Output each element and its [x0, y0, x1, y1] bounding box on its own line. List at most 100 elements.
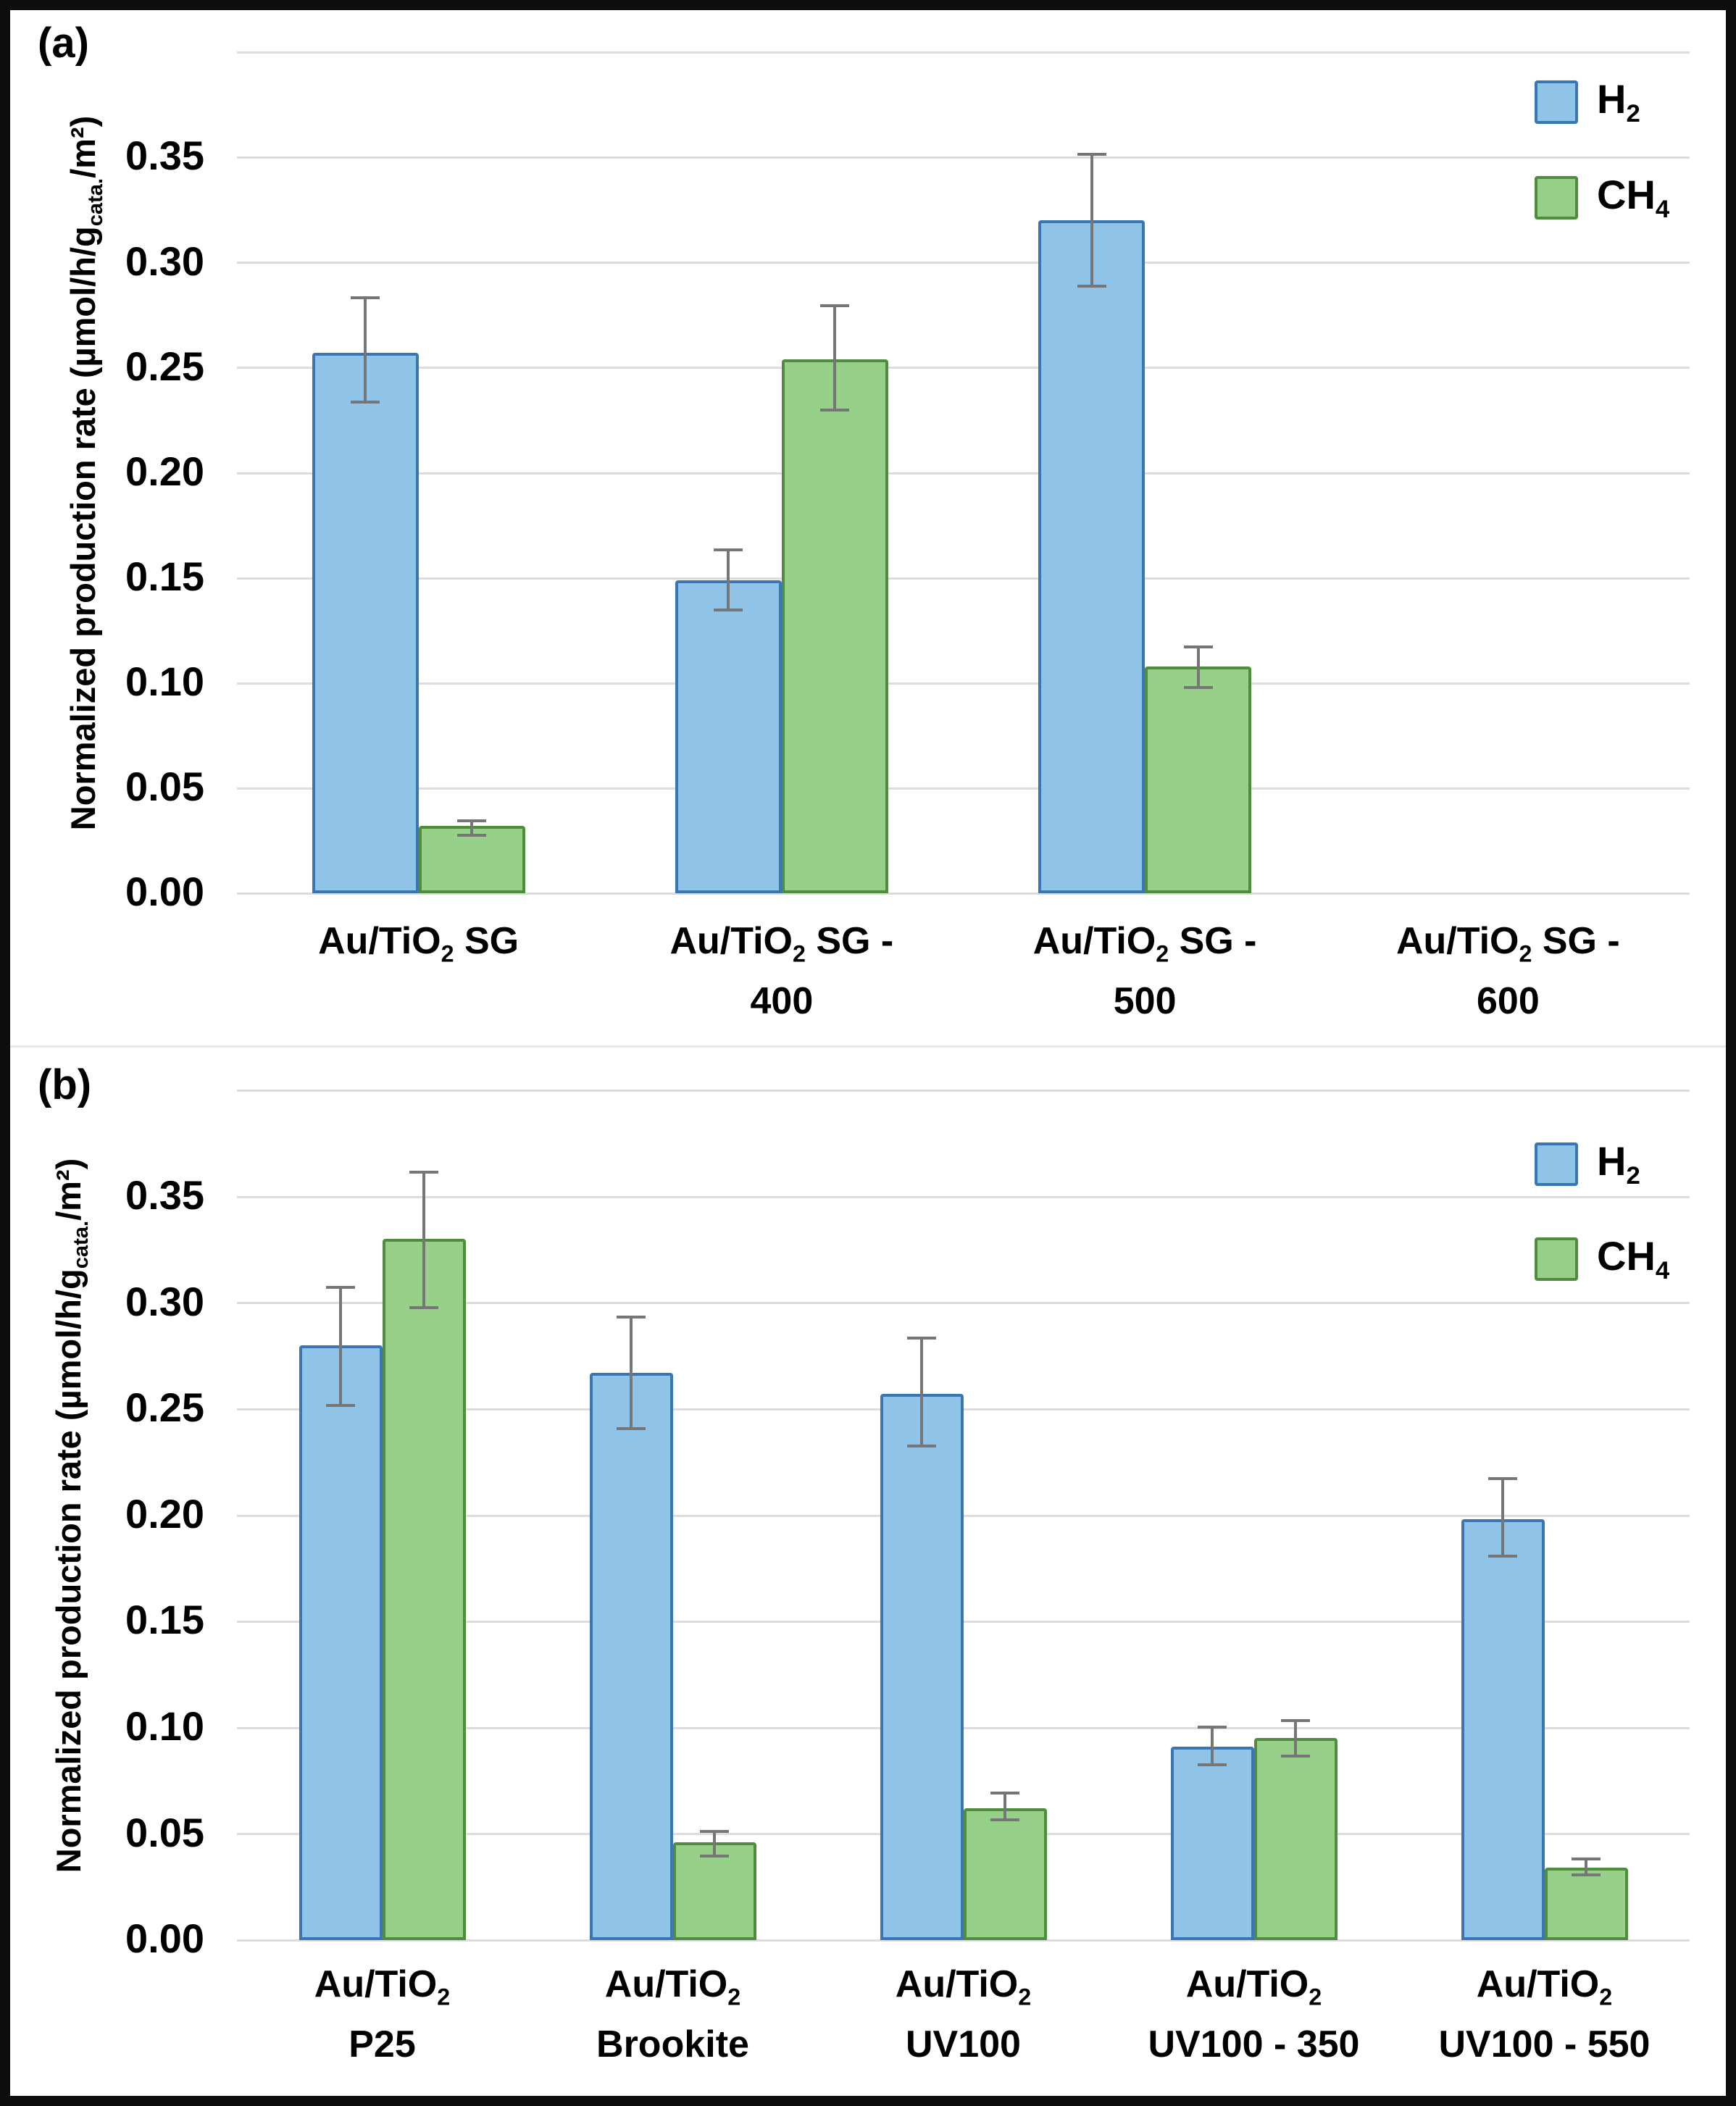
y-tick-label: 0.00	[125, 1915, 204, 1962]
error-bar-cap	[990, 1818, 1019, 1821]
text-segment: Au/TiO	[1032, 920, 1156, 962]
error-bar-cap	[1183, 686, 1213, 690]
error-bar-cap	[700, 1829, 729, 1833]
error-bar-cap	[820, 304, 850, 308]
text-segment: SG -	[1532, 920, 1620, 962]
error-bar-cap	[326, 1403, 355, 1407]
legend-swatch-h2	[1535, 1142, 1578, 1186]
text-segment: UV100	[905, 2023, 1021, 2066]
bar-h2-3	[1038, 220, 1145, 893]
text-segment: 500	[1113, 980, 1177, 1023]
text-segment: /m²)	[49, 1158, 88, 1221]
x-category-label: Au/TiO2 UV100 - 350	[1007, 1960, 1501, 2068]
x-category-label: Au/TiO2 SG -600	[1199, 917, 1736, 1025]
legend-swatch-ch4	[1535, 1237, 1578, 1281]
gridline	[237, 1090, 1690, 1092]
error-bar-cap	[617, 1315, 646, 1319]
text-segment: Au/TiO	[314, 1963, 438, 2005]
x-category-label: Au/TiO2 Brookite	[426, 1960, 920, 2068]
text-segment: Au/TiO	[1476, 1963, 1600, 2005]
text-segment: Au/TiO	[669, 920, 793, 962]
y-tick-label: 0.05	[125, 1809, 204, 1855]
x-category-label-line: P25	[135, 2021, 630, 2068]
error-bar	[1585, 1857, 1587, 1877]
gridline	[237, 577, 1690, 580]
x-category-label-line: Au/TiO2	[135, 1960, 630, 2021]
x-category-label: Au/TiO2 UV100	[717, 1960, 1211, 2068]
error-bar	[630, 1315, 633, 1431]
bar-ch4-1	[418, 826, 525, 893]
gridline	[237, 682, 1690, 685]
subscript-text: 2	[727, 1984, 741, 2010]
subscript-text: 4	[1655, 1257, 1670, 1285]
legend-item-h2: H2	[1535, 1137, 1640, 1190]
error-bar	[470, 819, 474, 837]
error-bar-cap	[700, 1854, 729, 1858]
error-bar	[1003, 1791, 1006, 1821]
error-bar-cap	[907, 1337, 936, 1340]
x-category-label-line: Au/TiO2 SG -	[1199, 917, 1736, 977]
gridline	[237, 51, 1690, 54]
bar-h2-1	[299, 1345, 383, 1940]
y-tick-label: 0.35	[125, 133, 204, 179]
error-bar-cap	[1077, 153, 1106, 156]
bar-h2-5	[1461, 1519, 1545, 1940]
error-bar	[1501, 1476, 1504, 1558]
subscript-text: 2	[792, 940, 806, 967]
error-bar	[1294, 1719, 1297, 1758]
gridline	[237, 1195, 1690, 1198]
error-bar	[713, 1829, 716, 1858]
text-segment: UV100 - 350	[1148, 2023, 1360, 2066]
text-segment: CH	[1597, 172, 1656, 217]
y-tick-label: 0.35	[125, 1171, 204, 1218]
y-axis-label: Normalized production rate (µmol/h/gcata…	[63, 115, 108, 830]
y-tick-label: 0.20	[125, 448, 204, 494]
x-category-label: Au/TiO2 SG -400	[473, 917, 1090, 1025]
text-segment: SG -	[1169, 920, 1257, 962]
y-tick-label: 0.05	[125, 764, 204, 810]
y-tick-label: 0.25	[125, 343, 204, 389]
x-category-label: Au/TiO2 SG	[110, 917, 727, 977]
bar-ch4-3	[963, 1808, 1047, 1940]
error-bar	[1090, 153, 1093, 288]
bar-ch4-2	[781, 359, 888, 893]
error-bar-cap	[1077, 285, 1106, 288]
bar-h2-2	[589, 1373, 673, 1940]
text-segment: P25	[349, 2023, 416, 2066]
bar-ch4-1	[382, 1239, 466, 1940]
error-bar	[1196, 645, 1200, 690]
y-tick-label: 0.15	[125, 553, 204, 599]
y-tick-label: 0.30	[125, 1278, 204, 1324]
x-category-label: Au/TiO2 SG -500	[836, 917, 1453, 1025]
gridline	[237, 472, 1690, 475]
error-bar-cap	[351, 296, 380, 299]
error-bar-cap	[714, 609, 743, 612]
gridline	[237, 156, 1690, 159]
x-category-label: Au/TiO2 UV100 - 550	[1298, 1960, 1736, 2068]
y-tick-label: 0.20	[125, 1490, 204, 1537]
x-category-label-line: Au/TiO2 SG -	[836, 917, 1453, 977]
x-category-label: Au/TiO2 P25	[135, 1960, 630, 2068]
error-bar-cap	[1488, 1476, 1517, 1480]
y-tick-label: 0.15	[125, 1597, 204, 1643]
legend-swatch-ch4	[1535, 175, 1578, 220]
bar-h2-1	[312, 353, 419, 893]
error-bar-cap	[457, 833, 487, 837]
text-segment: Au/TiO	[318, 920, 441, 962]
bar-ch4-2	[672, 1842, 756, 1940]
subscript-text: 2	[437, 1984, 451, 2010]
error-bar	[364, 296, 367, 404]
text-segment: 600	[1476, 980, 1540, 1023]
legend-item-ch4: CH4	[1535, 171, 1669, 224]
gridline	[237, 1302, 1690, 1305]
x-category-label-line: Brookite	[426, 2021, 920, 2068]
x-category-label-line: Au/TiO2	[717, 1960, 1211, 2021]
gridline	[237, 1621, 1690, 1624]
legend-label-h2: H2	[1597, 75, 1640, 128]
error-bar-cap	[409, 1306, 438, 1310]
text-segment: H	[1597, 1138, 1627, 1184]
gridline	[237, 893, 1690, 895]
subscript-text: cata.	[70, 1220, 93, 1269]
subscript-text: 2	[441, 940, 454, 967]
